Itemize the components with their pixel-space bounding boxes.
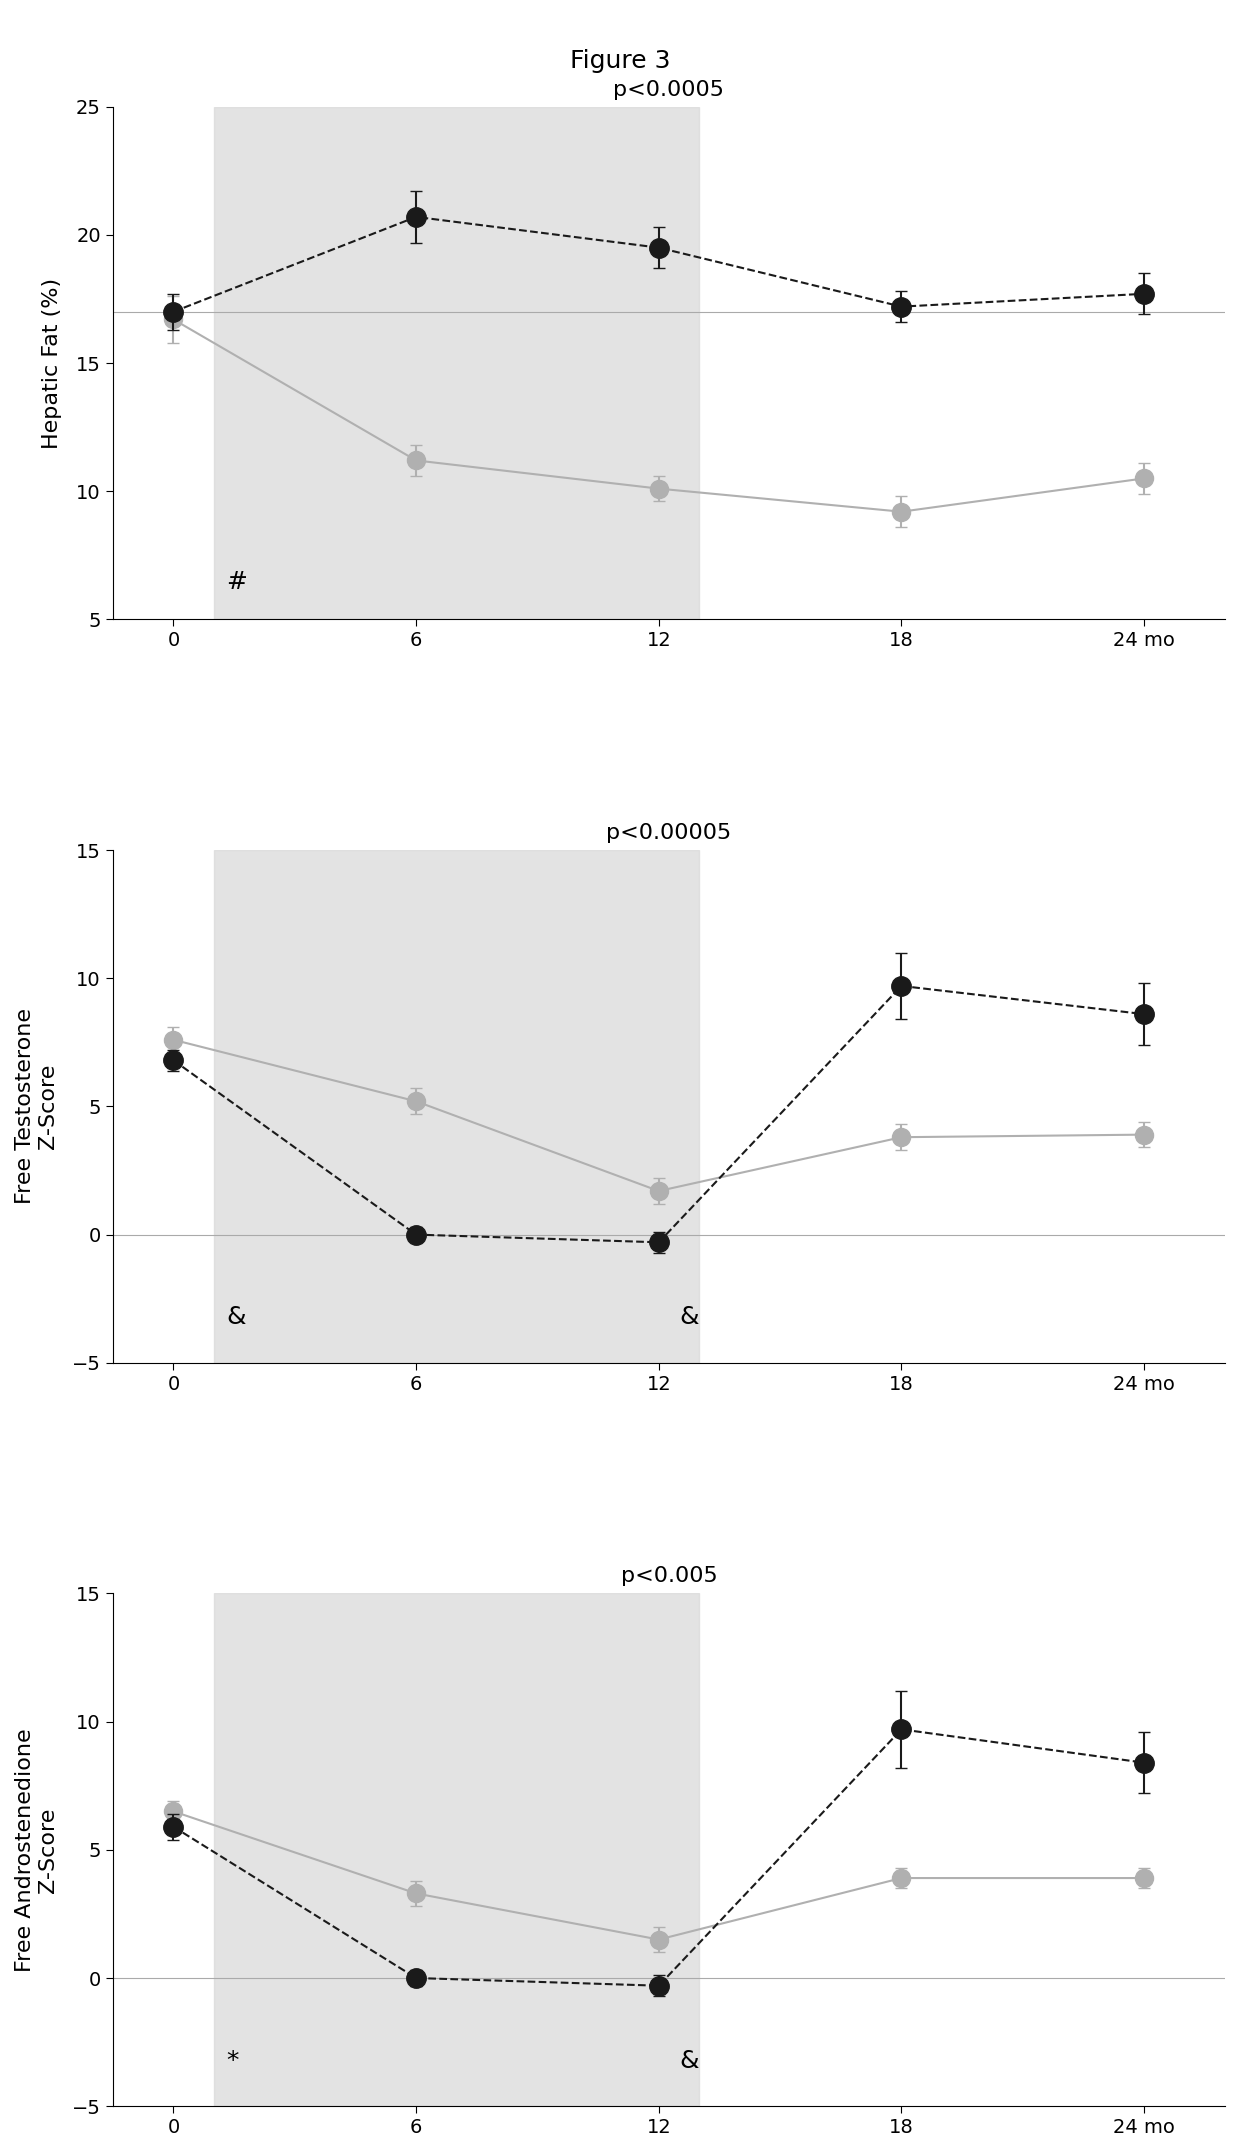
Text: *: * [226, 2049, 238, 2072]
Title: p<0.00005: p<0.00005 [606, 822, 732, 844]
Text: &: & [226, 1306, 246, 1330]
Y-axis label: Free Androstenedione
Z-Score: Free Androstenedione Z-Score [15, 1728, 58, 1971]
Text: &: & [680, 2049, 698, 2072]
Bar [213, 108, 699, 620]
Text: &: & [680, 1306, 698, 1330]
Bar [213, 850, 699, 1362]
Y-axis label: Hepatic Fat (%): Hepatic Fat (%) [42, 278, 62, 448]
Y-axis label: Free Testosterone
Z-Score: Free Testosterone Z-Score [15, 1009, 58, 1205]
Bar [213, 1592, 699, 2107]
Title: p<0.0005: p<0.0005 [614, 80, 724, 99]
Text: Figure 3: Figure 3 [569, 49, 671, 73]
Text: #: # [226, 570, 247, 594]
Title: p<0.005: p<0.005 [620, 1567, 717, 1586]
